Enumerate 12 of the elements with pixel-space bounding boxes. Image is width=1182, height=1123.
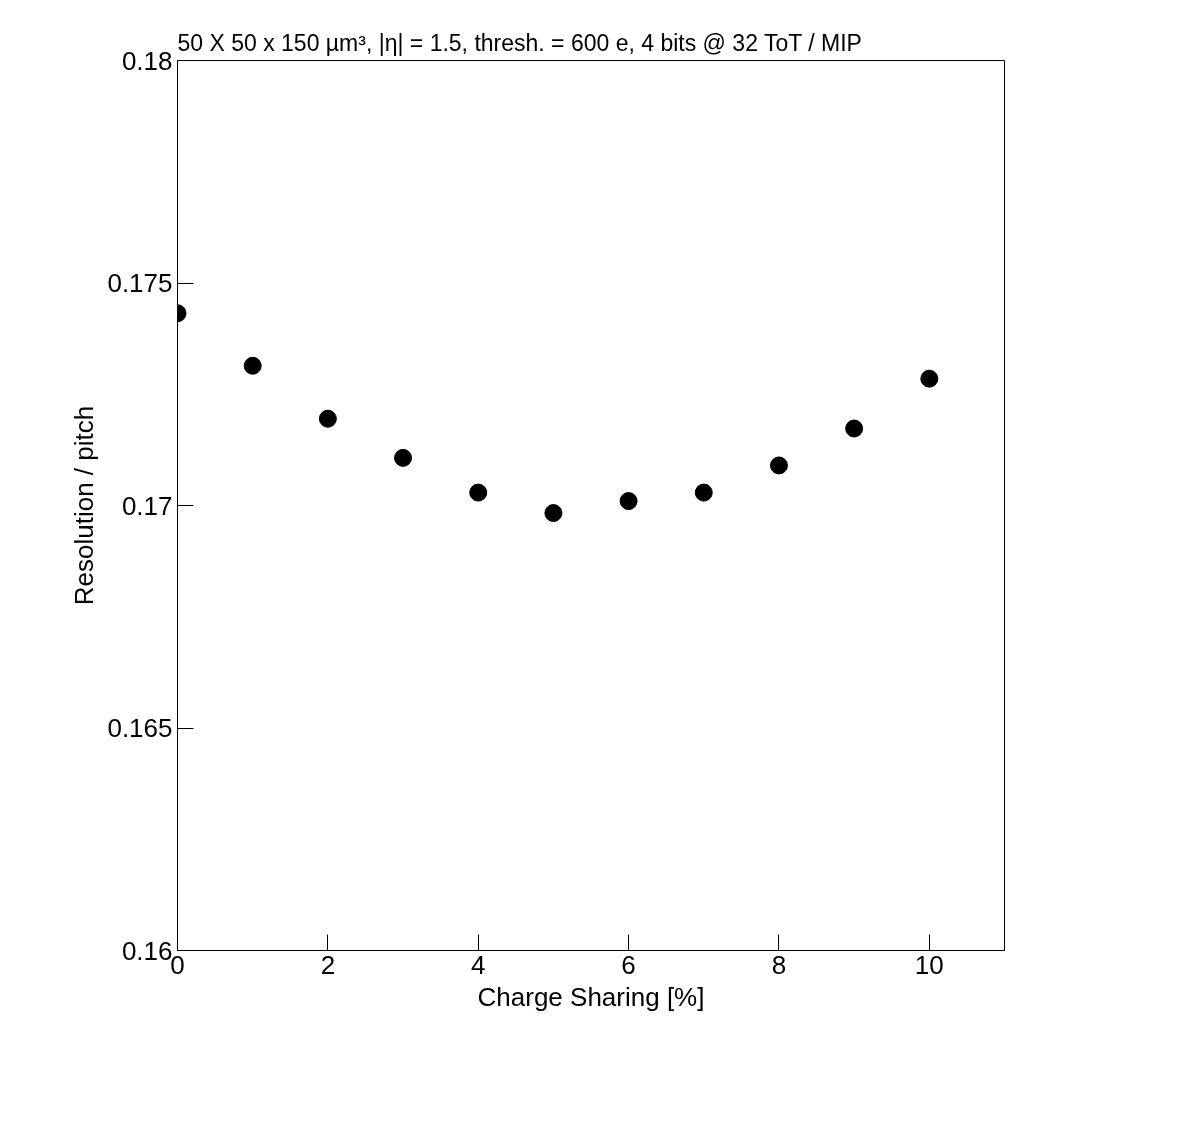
y-axis-title: Resolution / pitch [69, 405, 100, 606]
y-tick-label: 0.165 [107, 713, 173, 743]
x-tick-label: 8 [771, 949, 787, 980]
x-axis-title: Charge Sharing [%] [477, 981, 705, 1012]
x-tick-label: 4 [471, 949, 486, 980]
y-tick-label: 0.18 [121, 45, 173, 76]
chart-subtitle: 50 X 50 x 150 µm³, |η| = 1.5, thresh. = 600 e, 4 bits @ 32 ToT / MIP [177, 29, 862, 56]
x-tick-label: 6 [621, 949, 636, 980]
x-tick-label: 10 [914, 949, 944, 980]
x-tick-label: 2 [320, 949, 336, 980]
y-tick-label: 0.175 [107, 268, 173, 298]
y-tick-label: 0.17 [121, 490, 173, 521]
